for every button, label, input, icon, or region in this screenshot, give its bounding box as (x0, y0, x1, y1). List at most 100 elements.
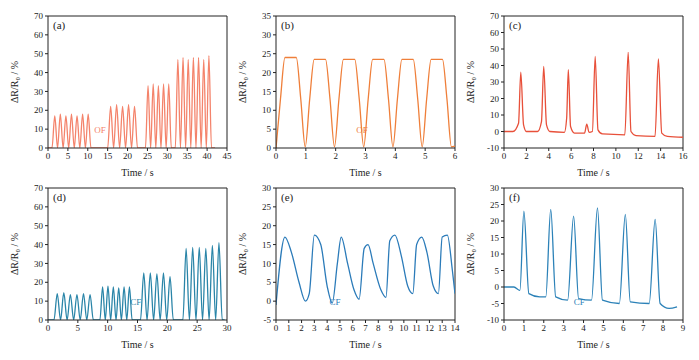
svg-text:1: 1 (287, 323, 292, 333)
svg-text:10: 10 (103, 323, 113, 333)
svg-text:8: 8 (661, 323, 666, 333)
svg-text:2: 2 (542, 323, 547, 333)
svg-text:10: 10 (83, 151, 93, 161)
svg-text:0: 0 (502, 151, 507, 161)
svg-text:60: 60 (34, 202, 44, 212)
svg-text:50: 50 (34, 221, 44, 231)
svg-text:50: 50 (34, 49, 44, 59)
svg-text:60: 60 (490, 28, 500, 38)
svg-text:25: 25 (262, 49, 272, 59)
svg-text:50: 50 (490, 44, 500, 54)
svg-text:25: 25 (262, 202, 272, 212)
svg-text:70: 70 (490, 11, 500, 21)
svg-text:3: 3 (363, 151, 368, 161)
svg-text:ΔR/R₀ / %: ΔR/R₀ / % (237, 233, 248, 275)
svg-text:15: 15 (133, 323, 143, 333)
svg-text:6: 6 (569, 151, 574, 161)
svg-text:30: 30 (262, 30, 272, 40)
svg-text:0: 0 (46, 151, 51, 161)
svg-text:0: 0 (267, 296, 272, 306)
svg-text:1: 1 (304, 151, 309, 161)
svg-text:5: 5 (423, 151, 428, 161)
svg-text:40: 40 (203, 151, 213, 161)
svg-text:25: 25 (490, 200, 500, 210)
svg-text:5: 5 (601, 323, 606, 333)
svg-text:30: 30 (262, 183, 272, 193)
svg-text:5: 5 (76, 323, 81, 333)
svg-text:-10: -10 (487, 143, 499, 153)
svg-text:5: 5 (267, 124, 272, 134)
svg-text:6: 6 (621, 323, 626, 333)
svg-text:ΔR/R₀ / %: ΔR/R₀ / % (465, 61, 476, 103)
svg-text:0: 0 (502, 323, 507, 333)
svg-text:4: 4 (393, 151, 398, 161)
svg-text:ΔR/R₀ / %: ΔR/R₀ / % (237, 61, 248, 103)
svg-text:4: 4 (547, 151, 552, 161)
svg-text:15: 15 (490, 233, 500, 243)
svg-text:ΔR/R₀ / %: ΔR/R₀ / % (9, 61, 20, 103)
svg-text:20: 20 (262, 221, 272, 231)
svg-text:-5: -5 (492, 299, 500, 309)
svg-text:60: 60 (34, 30, 44, 40)
svg-text:70: 70 (34, 11, 44, 21)
svg-text:Time / s: Time / s (349, 339, 382, 350)
svg-text:2: 2 (333, 151, 338, 161)
svg-text:70: 70 (34, 183, 44, 193)
svg-text:Time / s: Time / s (577, 339, 610, 350)
svg-text:0: 0 (495, 282, 500, 292)
svg-text:20: 20 (262, 68, 272, 78)
svg-text:40: 40 (34, 240, 44, 250)
svg-text:1: 1 (522, 323, 527, 333)
svg-text:-10: -10 (487, 315, 499, 325)
svg-text:10: 10 (399, 323, 409, 333)
svg-text:11: 11 (412, 323, 421, 333)
svg-text:30: 30 (163, 151, 173, 161)
svg-text:10: 10 (262, 105, 272, 115)
svg-text:Time / s: Time / s (349, 167, 382, 178)
svg-text:6: 6 (350, 323, 355, 333)
svg-text:10: 10 (34, 124, 44, 134)
svg-text:Time / s: Time / s (121, 167, 154, 178)
svg-text:4: 4 (581, 323, 586, 333)
svg-text:10: 10 (490, 110, 500, 120)
svg-text:12: 12 (425, 323, 434, 333)
svg-text:20: 20 (123, 151, 133, 161)
svg-text:Time / s: Time / s (121, 339, 154, 350)
svg-text:8: 8 (591, 151, 596, 161)
svg-text:14: 14 (656, 151, 666, 161)
svg-text:5: 5 (66, 151, 71, 161)
svg-text:6: 6 (453, 151, 458, 161)
svg-text:4: 4 (325, 323, 330, 333)
svg-text:30: 30 (223, 323, 233, 333)
svg-text:20: 20 (163, 323, 173, 333)
svg-text:35: 35 (183, 151, 193, 161)
svg-text:14: 14 (451, 323, 461, 333)
svg-text:40: 40 (490, 61, 500, 71)
svg-text:9: 9 (681, 323, 686, 333)
svg-text:20: 20 (490, 216, 500, 226)
svg-text:20: 20 (490, 94, 500, 104)
svg-text:0: 0 (274, 323, 279, 333)
svg-text:13: 13 (438, 323, 448, 333)
svg-text:10: 10 (490, 249, 500, 259)
svg-text:16: 16 (679, 151, 689, 161)
svg-text:0: 0 (267, 143, 272, 153)
svg-text:3: 3 (312, 323, 317, 333)
svg-text:25: 25 (193, 323, 203, 333)
svg-text:15: 15 (262, 240, 272, 250)
svg-text:2: 2 (524, 151, 529, 161)
svg-text:10: 10 (262, 259, 272, 269)
svg-text:10: 10 (611, 151, 621, 161)
svg-text:3: 3 (561, 323, 566, 333)
svg-text:30: 30 (490, 183, 500, 193)
svg-text:ΔR/R₀ / %: ΔR/R₀ / % (465, 233, 476, 275)
svg-text:45: 45 (223, 151, 233, 161)
svg-text:5: 5 (338, 323, 343, 333)
svg-text:Time / s: Time / s (577, 167, 610, 178)
svg-text:15: 15 (262, 87, 272, 97)
svg-text:40: 40 (34, 68, 44, 78)
svg-text:0: 0 (39, 315, 44, 325)
svg-text:25: 25 (143, 151, 153, 161)
svg-text:-5: -5 (264, 315, 272, 325)
svg-text:9: 9 (389, 323, 394, 333)
